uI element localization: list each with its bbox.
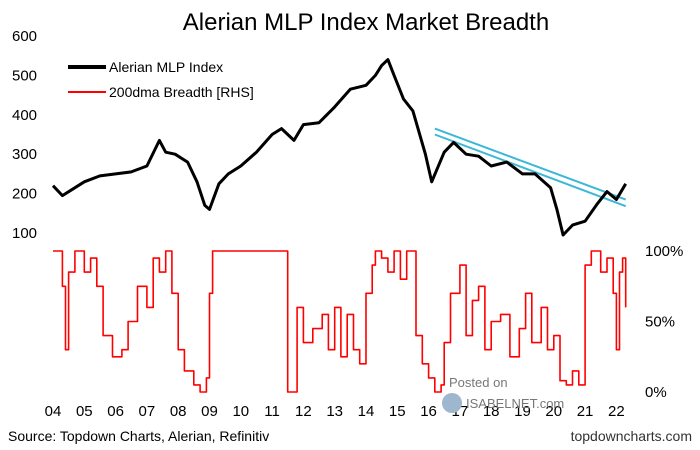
watermark-line2: ISABELNET.com	[466, 396, 564, 411]
x-tick-label: 08	[170, 403, 187, 420]
left-tick-label: 100	[12, 225, 37, 242]
x-tick-label: 20	[545, 403, 562, 420]
index-series	[51, 58, 627, 237]
trend-line-upper	[434, 127, 627, 201]
x-tick-label: 07	[139, 403, 156, 420]
right-tick-label: 0%	[645, 384, 667, 401]
watermark-line1: Posted on	[449, 375, 508, 390]
x-tick-label: 04	[45, 403, 62, 420]
x-tick-label: 10	[232, 403, 249, 420]
breadth-line	[53, 250, 627, 393]
x-tick-label: 06	[107, 403, 124, 420]
right-tick-label: 50%	[645, 314, 675, 331]
index-line	[51, 58, 627, 237]
source-note: Source: Topdown Charts, Alerian, Refinit…	[8, 428, 269, 444]
brand-label: topdowncharts.com	[571, 428, 692, 444]
left-tick-label: 300	[12, 146, 37, 163]
legend-label-breadth: 200dma Breadth [RHS]	[109, 84, 254, 100]
x-tick-label: 15	[389, 403, 406, 420]
globe-icon	[442, 393, 462, 413]
x-tick-label: 13	[326, 403, 343, 420]
x-tick-label: 18	[483, 403, 500, 420]
chart-title: Alerian MLP Index Market Breadth	[183, 9, 549, 36]
trend-line-lower	[434, 133, 627, 208]
x-tick-label: 19	[514, 403, 531, 420]
x-tick-label: 09	[201, 403, 218, 420]
right-tick-label: 100%	[645, 243, 683, 260]
x-tick-label: 21	[577, 403, 594, 420]
x-tick-label: 22	[608, 403, 625, 420]
legend-label-index: Alerian MLP Index	[109, 59, 223, 75]
legend: Alerian MLP Index 200dma Breadth [RHS]	[68, 59, 254, 100]
left-tick-label: 400	[12, 107, 37, 124]
x-tick-label: 14	[358, 403, 375, 420]
x-tick-label: 11	[264, 403, 280, 420]
x-tick-label: 16	[420, 403, 437, 420]
right-axis-ticks: 0% 50% 100%	[645, 243, 683, 401]
left-axis-ticks: 100 200 300 400 500 600	[12, 28, 37, 242]
watermark: Posted on ISABELNET.com	[442, 375, 564, 413]
breadth-series	[53, 250, 627, 393]
x-tick-label: 12	[295, 403, 312, 420]
left-tick-label: 500	[12, 67, 37, 84]
trend-channel	[434, 127, 627, 208]
left-tick-label: 600	[12, 28, 37, 45]
left-tick-label: 200	[12, 186, 37, 203]
x-axis-ticks: 04 05 06 07 08 09 10 11 12 13 14 15 16 17 18 19 20 21 22	[45, 403, 625, 420]
x-tick-label: 05	[76, 403, 93, 420]
